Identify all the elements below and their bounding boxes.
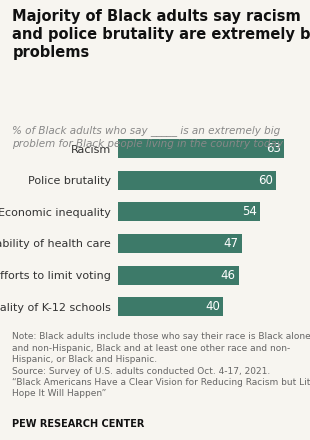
Bar <box>118 171 276 190</box>
Bar <box>118 297 223 316</box>
Bar <box>118 266 239 285</box>
Text: 63: 63 <box>266 142 281 155</box>
Text: 54: 54 <box>242 205 257 218</box>
Text: PEW RESEARCH CENTER: PEW RESEARCH CENTER <box>12 419 145 429</box>
Bar <box>118 139 284 158</box>
Text: 60: 60 <box>258 174 273 187</box>
Text: 40: 40 <box>205 300 220 313</box>
Text: % of Black adults who say _____ is an extremely big
problem for Black people liv: % of Black adults who say _____ is an ex… <box>12 125 283 149</box>
Text: 46: 46 <box>221 268 236 282</box>
Text: 47: 47 <box>224 237 238 250</box>
Bar <box>118 234 242 253</box>
Text: Note: Black adults include those who say their race is Black alone
and non-Hispa: Note: Black adults include those who say… <box>12 332 310 399</box>
Bar <box>118 202 260 221</box>
Text: Majority of Black adults say racism
and police brutality are extremely big
probl: Majority of Black adults say racism and … <box>12 9 310 60</box>
